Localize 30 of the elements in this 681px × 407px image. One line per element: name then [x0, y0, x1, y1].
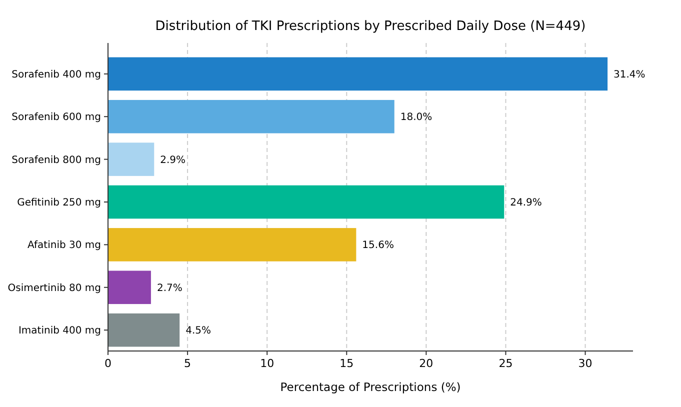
bar: [108, 57, 608, 91]
bar: [108, 100, 394, 134]
data-label: 31.4%: [614, 69, 646, 80]
y-tick-label: Sorafenib 400 mg: [12, 69, 101, 80]
y-tick-label: Osimertinib 80 mg: [8, 282, 101, 294]
data-label: 18.0%: [400, 112, 432, 124]
y-tick-label: Gefitinib 250 mg: [17, 198, 101, 208]
chart-title: Distribution of TKI Prescriptions by Prescribed Daily Dose (N=449): [155, 19, 586, 34]
x-tick-label: 5: [184, 357, 192, 370]
bar: [108, 228, 356, 262]
y-tick-label: Imatinib 400 mg: [18, 326, 101, 337]
x-tick-label: 10: [260, 357, 274, 370]
bar: [108, 185, 504, 219]
bar: [108, 142, 154, 176]
y-tick-label: Afatinib 30 mg: [28, 240, 101, 252]
x-tick-label: 20: [419, 357, 434, 370]
data-label: 24.9%: [510, 198, 542, 208]
x-tick-label: 0: [104, 357, 112, 370]
data-label: 15.6%: [362, 240, 394, 252]
x-tick-label: 25: [498, 357, 513, 370]
data-label: 2.9%: [160, 154, 186, 166]
x-tick-label: 30: [578, 357, 592, 370]
x-tick-label: 15: [340, 357, 354, 370]
y-tick-label: Sorafenib 800 mg: [12, 154, 101, 166]
y-tick-label: Sorafenib 600 mg: [12, 112, 101, 124]
data-label: 4.5%: [186, 326, 211, 337]
bar: [108, 313, 180, 347]
bar: [108, 270, 151, 304]
data-label: 2.7%: [156, 282, 182, 294]
x-axis-title: Percentage of Prescriptions (%): [280, 380, 461, 394]
